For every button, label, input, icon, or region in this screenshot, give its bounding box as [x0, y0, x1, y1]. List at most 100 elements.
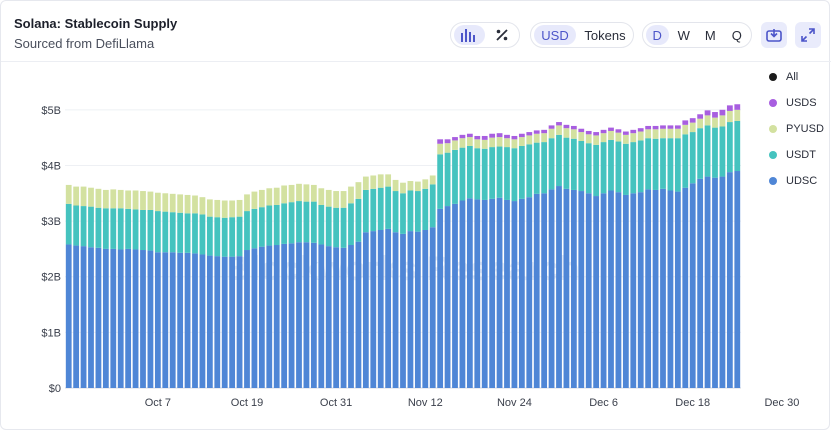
legend-label: All — [786, 71, 799, 83]
interval-option-q[interactable]: Q — [731, 27, 742, 43]
bar-udsc — [615, 192, 622, 388]
bar-usdt — [712, 127, 718, 178]
bar-usdt — [177, 212, 184, 253]
bar-udsc — [452, 203, 458, 388]
bar-udsc — [199, 254, 206, 388]
bar-pyusd — [652, 129, 659, 139]
bar-pyusd — [162, 193, 169, 212]
bar-udsc — [600, 193, 607, 388]
bar-usdt — [169, 212, 176, 253]
bar-udsc — [593, 196, 600, 388]
bar-udsc — [667, 190, 674, 388]
bar-usdt — [541, 142, 548, 194]
currency-option-tokens[interactable]: Tokens — [584, 27, 626, 43]
download-image-icon[interactable] — [761, 22, 787, 48]
bar-pyusd — [110, 189, 117, 209]
bar-udsc — [496, 197, 503, 388]
bar-usdt — [452, 149, 458, 204]
bar-usdt — [556, 134, 562, 187]
bar-usdt — [652, 138, 659, 190]
bar-pyusd — [407, 181, 414, 191]
bar-pyusd — [630, 133, 637, 143]
bar-udsc — [325, 246, 332, 388]
bar-usdt — [73, 205, 80, 246]
currency-option-usd[interactable]: USD — [534, 25, 576, 45]
bar-pyusd — [117, 189, 124, 209]
bar-usds — [682, 120, 689, 125]
legend-swatch — [769, 177, 777, 185]
bar-udsc — [437, 208, 444, 388]
bar-usds — [600, 129, 607, 134]
bar-pyusd — [541, 133, 548, 143]
bar-usds — [518, 133, 525, 138]
bar-udsc — [303, 242, 310, 388]
bar-usds — [541, 129, 548, 134]
bar-usdt — [132, 209, 139, 250]
bar-pyusd — [385, 174, 392, 187]
bar-usdt — [110, 208, 117, 249]
bar-usdt — [192, 213, 198, 254]
interval-option-m[interactable]: M — [704, 27, 716, 43]
bar-pyusd — [214, 199, 221, 218]
bar-pyusd — [593, 135, 600, 145]
bar-pyusd — [578, 132, 585, 141]
x-tick-label: Oct 19 — [231, 397, 263, 409]
bar-usdt — [704, 125, 711, 177]
bar-pyusd — [370, 175, 377, 189]
bar-pyusd — [132, 190, 139, 210]
bar-pyusd — [147, 191, 154, 210]
y-tick-label: $5B — [41, 105, 61, 117]
bar-usdt — [65, 203, 72, 245]
legend-item-usdt[interactable]: USDT — [769, 149, 816, 161]
bar-pyusd — [734, 109, 741, 121]
bar-pyusd — [712, 117, 718, 128]
bar-usds — [667, 125, 674, 129]
bar-usdt — [392, 191, 399, 233]
percent-icon[interactable] — [489, 25, 516, 45]
bar-pyusd — [726, 110, 733, 123]
x-tick-label: Nov 12 — [408, 397, 443, 409]
bar-usds — [548, 125, 555, 129]
legend-swatch — [769, 125, 777, 133]
interval-option-d[interactable]: D — [646, 25, 669, 45]
bar-udsc — [288, 243, 295, 388]
bar-pyusd — [422, 179, 429, 189]
chart-title: Solana: Stablecoin Supply — [14, 16, 178, 31]
legend-item-usds[interactable]: USDS — [769, 97, 817, 109]
bar-usdt — [645, 138, 652, 190]
bar-usds — [712, 112, 718, 118]
bar-pyusd — [481, 139, 488, 149]
bar-usdt — [422, 188, 429, 230]
bar-usdt — [310, 201, 317, 243]
bar-pyusd — [585, 134, 592, 144]
bar-pyusd — [296, 183, 302, 202]
legend-swatch — [769, 151, 777, 159]
bar-pyusd — [318, 188, 325, 205]
bar-usdt — [518, 145, 525, 199]
legend-swatch — [769, 73, 777, 81]
bar-usdt — [466, 145, 473, 199]
bar-pyusd — [682, 124, 689, 135]
bar-pyusd — [236, 199, 243, 217]
interval-option-w[interactable]: W — [677, 27, 690, 43]
bar-chart-icon[interactable] — [454, 25, 485, 45]
bar-usdt — [288, 202, 295, 244]
bar-udsc — [88, 247, 94, 388]
legend-item-pyusd[interactable]: PYUSD — [769, 123, 824, 135]
x-tick-label: Nov 24 — [497, 397, 532, 409]
bar-usdt — [147, 209, 154, 251]
bar-usds — [593, 132, 600, 136]
bar-pyusd — [622, 134, 629, 144]
y-tick-label: $0 — [49, 383, 61, 395]
bar-pyusd — [526, 135, 533, 145]
y-tick-label: $1B — [41, 327, 61, 339]
legend-item-all[interactable]: All — [769, 71, 798, 83]
legend-item-udsc[interactable]: UDSC — [769, 175, 817, 187]
bar-pyusd — [689, 122, 696, 133]
bar-pyusd — [637, 131, 644, 141]
bar-usds — [459, 134, 466, 139]
expand-icon[interactable] — [795, 22, 821, 48]
bar-udsc — [518, 198, 525, 388]
bar-pyusd — [303, 184, 310, 202]
